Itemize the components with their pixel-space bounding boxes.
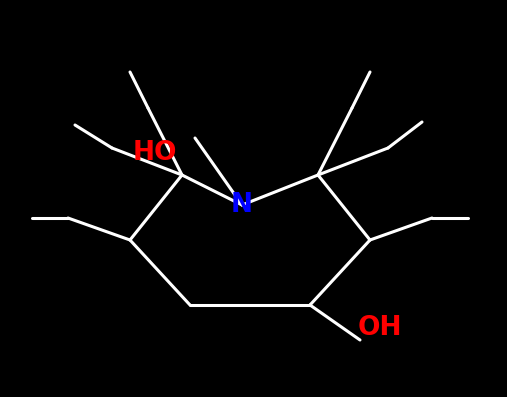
- Text: HO: HO: [133, 140, 177, 166]
- Text: OH: OH: [358, 315, 402, 341]
- Text: N: N: [231, 192, 253, 218]
